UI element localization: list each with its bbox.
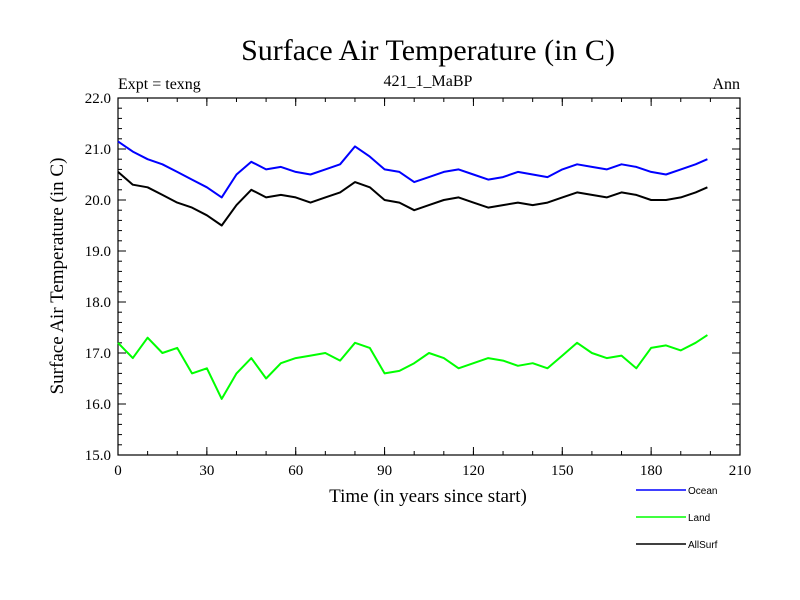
season-label: Ann: [712, 76, 740, 93]
x-tick-label: 180: [640, 463, 663, 479]
y-tick-label: 19.0: [85, 244, 111, 260]
x-tick-label: 60: [288, 463, 303, 479]
y-tick-label: 16.0: [85, 397, 111, 413]
plot-frame: [117, 97, 741, 456]
legend-label-allsurf: AllSurf: [688, 540, 718, 551]
x-tick-label: 120: [462, 463, 485, 479]
x-tick-label: 150: [551, 463, 574, 479]
y-tick-label: 17.0: [85, 346, 111, 362]
y-tick-label: 21.0: [85, 142, 111, 158]
chart-subtitle: 421_1_MaBP: [384, 73, 473, 90]
y-axis-label: Surface Air Temperature (in C): [47, 158, 68, 395]
series-line-land: [117, 334, 708, 400]
x-tick-label: 0: [114, 463, 122, 479]
x-axis-label: Time (in years since start): [329, 486, 527, 507]
x-tick-label: 210: [729, 463, 752, 479]
series-line-allsurf: [117, 171, 708, 227]
legend-label-ocean: Ocean: [688, 486, 717, 497]
x-tick-label: 30: [199, 463, 214, 479]
legend: Ocean Land AllSurf: [636, 486, 718, 551]
series-line-ocean: [117, 140, 708, 199]
series-lines: [117, 140, 708, 400]
axes: 0 30 60 90 120 150 180 210 15.0 16.0 17.0 18.0 19.0 2…: [85, 91, 752, 479]
y-tick-label: 22.0: [85, 91, 111, 107]
x-tick-label: 90: [377, 463, 392, 479]
chart-title: Surface Air Temperature (in C): [241, 34, 615, 67]
y-tick-label: 20.0: [85, 193, 111, 209]
experiment-label: Expt = texng: [118, 76, 201, 93]
legend-label-land: Land: [688, 513, 710, 524]
y-tick-label: 18.0: [85, 295, 111, 311]
y-tick-label: 15.0: [85, 448, 111, 464]
